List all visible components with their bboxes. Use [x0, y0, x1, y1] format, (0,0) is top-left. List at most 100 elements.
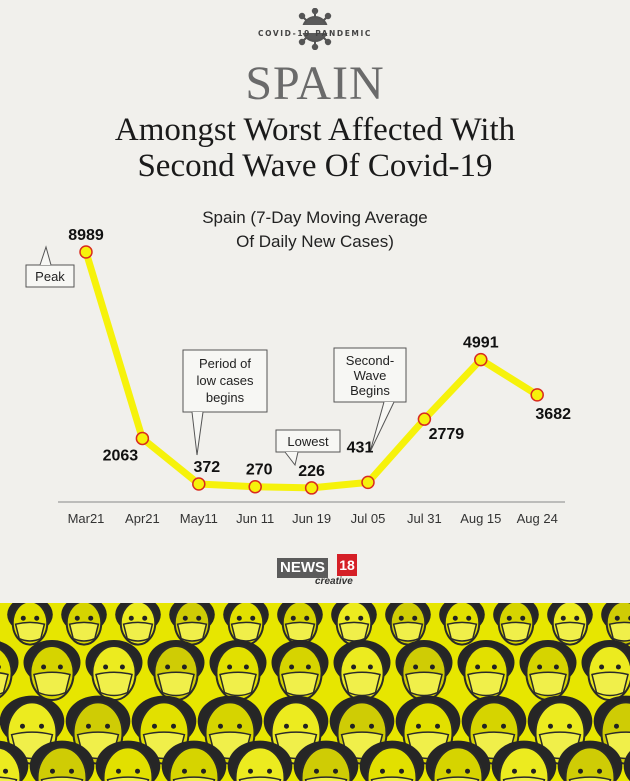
data-point	[304, 481, 319, 495]
crowd-eye	[250, 615, 256, 621]
crowd-eye	[412, 615, 418, 621]
crowd-eye	[344, 615, 350, 621]
x-tick-label: Jun 11	[236, 511, 274, 526]
crowd-eye	[103, 664, 109, 670]
lowest-callout-pointer	[284, 451, 299, 467]
data-label-layer: 8989 2063 372 270 226 431 2779 4991 3682	[68, 227, 571, 480]
crowd-face	[366, 746, 418, 781]
crowd-eye	[351, 664, 357, 670]
crowd-eye	[531, 768, 537, 774]
crowd-eye	[475, 664, 481, 670]
crowd-eye	[466, 615, 472, 621]
headline-line-1: Amongst Worst Affected With	[114, 112, 516, 148]
crowd-mask	[343, 671, 381, 697]
crowd-mask	[14, 621, 46, 642]
page-title: SPAIN	[245, 57, 385, 110]
crowd-mask	[608, 621, 630, 642]
annotation-low-1: Period of	[199, 356, 251, 371]
crowd-eye	[574, 615, 580, 621]
crowd-eye	[181, 664, 187, 670]
crowd-eye	[599, 664, 605, 670]
crowd-mask	[500, 621, 532, 642]
crowd-eye	[398, 615, 404, 621]
low-period-callout-pointer	[191, 411, 204, 456]
crowd-eye	[415, 723, 421, 729]
data-point	[474, 352, 488, 367]
crowd-eye	[182, 615, 188, 621]
crowd-eye	[367, 664, 373, 670]
data-label: 226	[298, 463, 325, 480]
logo-number: 18	[337, 554, 357, 576]
crowd-eye	[227, 664, 233, 670]
line-chart: Peak Period of low cases begins Lowest S…	[25, 227, 571, 526]
crowd-eye	[74, 615, 80, 621]
second-wave-callout-pointer	[369, 401, 395, 453]
x-tick-label: Jul 05	[351, 511, 386, 526]
crowd-eye	[20, 615, 26, 621]
crowd-eye	[85, 723, 91, 729]
crowd-mask	[370, 776, 414, 781]
crowd-face	[498, 746, 550, 781]
crowd-mask	[33, 671, 71, 697]
chart-title-line-1: Spain (7-Day Moving Average	[202, 208, 428, 227]
crowd-eye	[435, 723, 441, 729]
crowd-mask	[467, 671, 505, 697]
crowd-eye	[399, 768, 405, 774]
crowd-eye	[481, 723, 487, 729]
data-label: 372	[193, 459, 220, 476]
crowd-eye	[614, 615, 620, 621]
crowd-eye	[597, 768, 603, 774]
crowd-mask	[106, 776, 150, 781]
crowd-eye	[313, 768, 319, 774]
data-point	[361, 475, 375, 490]
crowd-eye	[333, 768, 339, 774]
annotation-low-2: low cases	[196, 373, 254, 388]
crowd-eye	[577, 768, 583, 774]
annotation-low-3: begins	[206, 390, 245, 405]
crowd-eye	[349, 723, 355, 729]
series-line	[82, 248, 541, 492]
headline: Amongst Worst Affected With Second Wave …	[0, 112, 630, 184]
crowd-hair	[623, 750, 630, 781]
x-tick-label: May11	[180, 511, 218, 526]
crowd-eye	[49, 768, 55, 774]
annotation-second-2: Wave	[354, 368, 387, 383]
logo-news-text: NEWS	[277, 558, 328, 578]
crowd-eye	[142, 615, 148, 621]
chart-title: Spain (7-Day Moving Average Of Daily New…	[130, 206, 500, 254]
crowd-eye	[19, 723, 25, 729]
crowd-mask	[238, 776, 282, 781]
crowd-eye	[3, 768, 9, 774]
crowd-mask	[284, 621, 316, 642]
crowd-eye	[69, 768, 75, 774]
crowd-mask	[554, 621, 586, 642]
crowd-eye	[369, 723, 375, 729]
annotation-peak: Peak	[35, 269, 65, 284]
crowd-eye	[105, 723, 111, 729]
crowd-eye	[379, 768, 385, 774]
crowd-mask	[0, 776, 18, 781]
crowd-eye	[429, 664, 435, 670]
x-tick-label: Jul 31	[407, 511, 442, 526]
crowd-eye	[119, 664, 125, 670]
crowd-illustration	[0, 603, 630, 781]
crowd-eye	[181, 768, 187, 774]
crowd-eye	[247, 768, 253, 774]
data-point	[248, 479, 262, 494]
crowd-mask	[172, 776, 216, 781]
crowd-eye	[165, 664, 171, 670]
crowd-face	[234, 746, 286, 781]
crowd-face	[36, 746, 88, 781]
data-point	[79, 245, 93, 259]
crowd-eye	[41, 664, 47, 670]
crowd-eye	[501, 723, 507, 729]
crowd-eye	[267, 768, 273, 774]
crowd-eye	[217, 723, 223, 729]
crowd-eye	[520, 615, 526, 621]
crowd-eye	[283, 723, 289, 729]
crowd-eye	[553, 664, 559, 670]
low-period-callout	[182, 349, 268, 413]
crowd-eye	[39, 723, 45, 729]
crowd-eye	[613, 723, 619, 729]
crowd-face	[564, 746, 616, 781]
